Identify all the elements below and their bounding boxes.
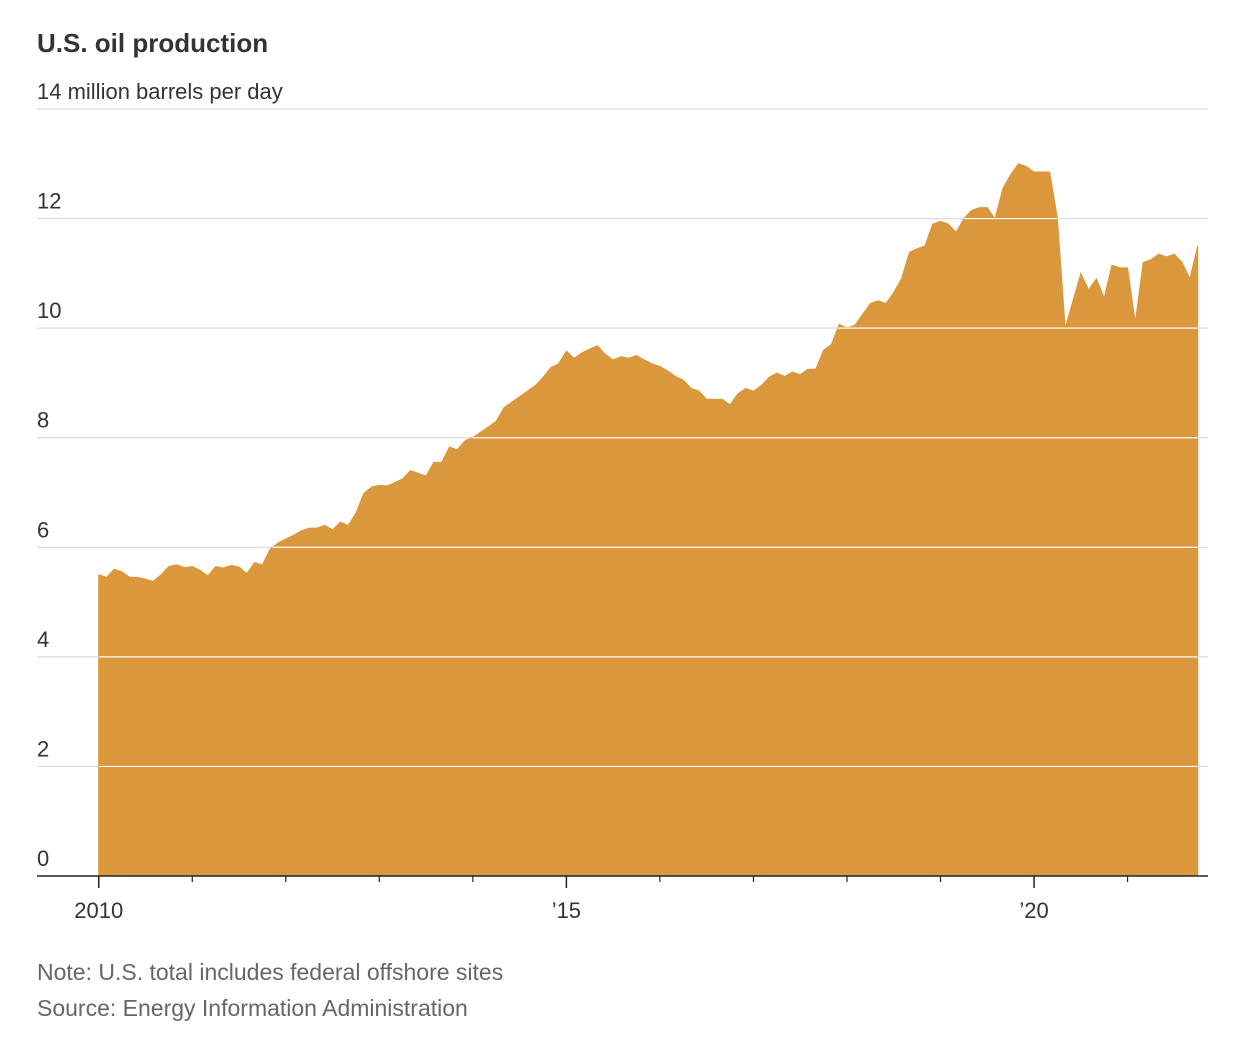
source: Source: Energy Information Administratio… <box>37 995 468 1021</box>
x-tick-label: 2010 <box>74 898 123 923</box>
y-tick-label: 4 <box>37 627 49 652</box>
note: Note: U.S. total includes federal offsho… <box>37 959 503 985</box>
y-tick-label: 2 <box>37 736 49 761</box>
y-tick-label: 14 million barrels per day <box>37 79 283 104</box>
area <box>98 163 1199 877</box>
y-tick-label: 10 <box>37 298 61 323</box>
y-tick-label: 8 <box>37 408 49 433</box>
chart-title: U.S. oil production <box>37 28 268 58</box>
x-tick-label: ’20 <box>1019 898 1048 923</box>
x-tick-label: ’15 <box>552 898 581 923</box>
y-tick-label: 0 <box>37 846 49 871</box>
y-tick-label: 12 <box>37 189 61 214</box>
y-tick-label: 6 <box>37 517 49 542</box>
